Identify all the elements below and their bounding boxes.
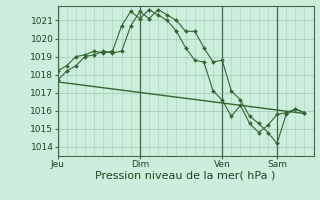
X-axis label: Pression niveau de la mer( hPa ): Pression niveau de la mer( hPa ) <box>95 171 276 181</box>
